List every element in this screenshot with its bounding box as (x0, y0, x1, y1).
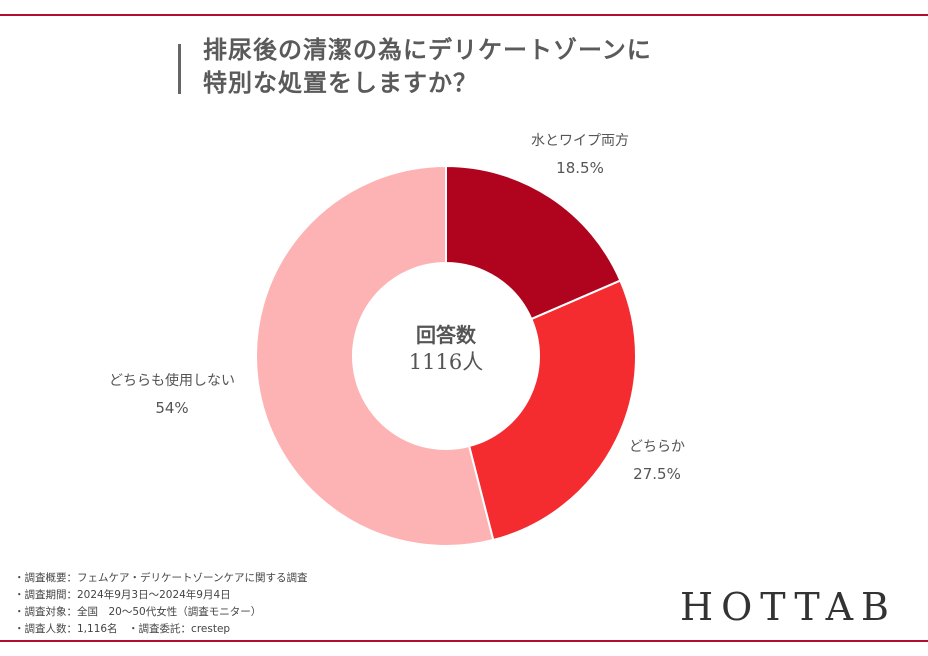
brand-logo: HOTTAB (680, 585, 897, 629)
donut-slice-both (445, 164, 622, 321)
slice-label-neither-name: どちらも使用しない (109, 373, 235, 389)
chart-title: 排尿後の清潔の為にデリケートゾーンに 特別な処置をしますか？ (203, 34, 763, 100)
survey-note: ・調査人数：1,116名 ・調査委託：crestep (14, 623, 231, 635)
survey-note: ・調査対象：全国 20〜50代女性（調査モニター） (14, 606, 262, 618)
slice-label-both-value: 18.5% (556, 159, 604, 177)
slice-label-both: 水とワイプ両方 18.5% (531, 128, 629, 182)
slice-label-either-name: どちらか (629, 439, 685, 455)
slice-label-either-value: 27.5% (633, 465, 681, 483)
chart-title-line2: 特別な処置をしますか？ (203, 69, 478, 97)
top-divider (0, 14, 928, 16)
center-label-line1: 回答数 (415, 323, 476, 347)
survey-note: ・調査概要：フェムケア・デリケートゾーンケアに関する調査 (14, 572, 308, 584)
survey-note: ・調査期間：2024年9月3日〜2024年9月4日 (14, 589, 231, 601)
donut-slice-either (467, 279, 637, 542)
chart-title-line1: 排尿後の清潔の為にデリケートゾーンに (203, 36, 652, 64)
donut-center-label: 回答数 1116人 (409, 322, 483, 376)
center-label-line2: 1116人 (408, 350, 484, 374)
title-accent-bar (178, 44, 181, 94)
slice-label-both-name: 水とワイプ両方 (531, 133, 629, 149)
survey-notes: ・調査概要：フェムケア・デリケートゾーンケアに関する調査 ・調査期間：2024年… (14, 570, 307, 638)
slice-label-neither: どちらも使用しない 54% (109, 368, 235, 422)
bottom-divider (0, 640, 928, 642)
slice-label-either: どちらか 27.5% (629, 434, 685, 488)
donut-slice-neither (255, 164, 495, 547)
slice-label-neither-value: 54% (155, 399, 189, 417)
